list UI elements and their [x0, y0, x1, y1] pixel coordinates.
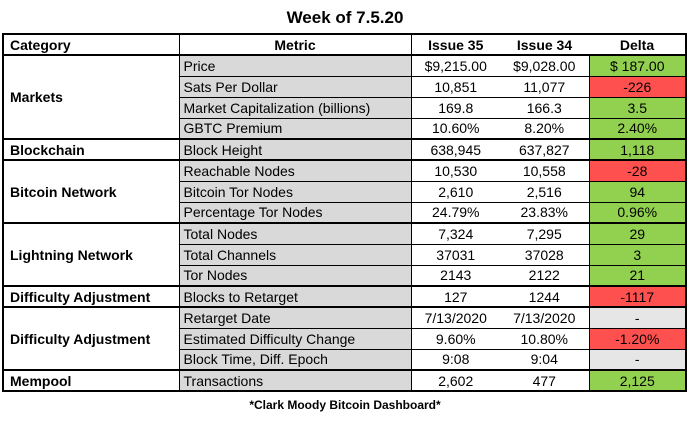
table-row: Bitcoin Network Reachable Nodes 10,530 1… [3, 160, 686, 224]
metric-cell: Reachable Nodes [179, 160, 412, 182]
delta-cell: - [588, 349, 686, 371]
issue34-cell: 10,558 [500, 160, 589, 182]
issue34-cell: 7,295 [500, 223, 589, 245]
metric-cell: Blocks to Retarget [179, 286, 412, 308]
table-row: Percentage Tor Nodes 24.79% 23.83% 0.96% [3, 202, 686, 224]
table-row: Tor Nodes 2143 2122 21 [3, 265, 686, 287]
metric-cell: Total Nodes [179, 223, 412, 245]
issue34-cell: 2,516 [500, 181, 589, 203]
issue35-cell: 10,530 [411, 160, 500, 182]
metric-cell: Block Time, Diff. Epoch [179, 349, 412, 371]
column-header-issue34: Issue 34 [500, 34, 589, 56]
table-row: Difficulty Adjustment Blocks to Retarget… [3, 286, 686, 308]
table-row: Blockchain Block Height 638,945 637,827 … [3, 139, 686, 161]
table-row: Mempool Transactions 2,602 477 2,125 [3, 370, 686, 392]
issue35-cell: 7/13/2020 [411, 307, 500, 329]
metric-cell: Price [179, 55, 412, 77]
delta-cell: 29 [588, 223, 686, 245]
table-row: Block Time, Diff. Epoch 9:08 9:04 - [3, 349, 686, 371]
issue34-cell: 9:04 [500, 349, 589, 371]
issue35-cell: 10,851 [411, 76, 500, 98]
category-cell-blockchain: Blockchain [3, 139, 180, 161]
delta-cell: 0.96% [588, 202, 686, 224]
issue35-cell: 10.60% [411, 118, 500, 140]
issue34-cell: 8.20% [500, 118, 589, 140]
issue34-cell: 11,077 [500, 76, 589, 98]
delta-cell: $ 187.00 [588, 55, 686, 77]
metric-cell: Market Capitalization (billions) [179, 97, 412, 119]
table-row: Lightning Network Total Nodes 7,324 7,29… [3, 223, 686, 287]
delta-cell: 1,118 [588, 139, 686, 161]
column-header-delta: Delta [589, 34, 686, 56]
delta-cell: 2.40% [588, 118, 686, 140]
table-row: Difficulty Adjustment Retarget Date 7/13… [3, 307, 686, 371]
issue34-cell: 7/13/2020 [500, 307, 589, 329]
metric-cell: Total Channels [179, 244, 412, 266]
delta-cell: 3 [588, 244, 686, 266]
issue34-cell: 23.83% [500, 202, 589, 224]
table-row: Market Capitalization (billions) 169.8 1… [3, 97, 686, 119]
delta-cell: 3.5 [588, 97, 686, 119]
metric-cell: Bitcoin Tor Nodes [179, 181, 412, 203]
issue35-cell: 638,945 [411, 139, 500, 161]
issue35-cell: 9:08 [411, 349, 500, 371]
issue34-cell: 1244 [500, 286, 589, 308]
delta-cell: -1117 [588, 286, 686, 308]
delta-cell: 94 [588, 181, 686, 203]
source-attribution: *Clark Moody Bitcoin Dashboard* [249, 398, 441, 412]
category-cell-mempool: Mempool [3, 370, 180, 392]
table-row: Total Channels 37031 37028 3 [3, 244, 686, 266]
issue35-cell: 169.8 [411, 97, 500, 119]
issue34-cell: $9,028.00 [500, 55, 589, 77]
metric-cell: GBTC Premium [179, 118, 412, 140]
issue34-cell: 166.3 [500, 97, 589, 119]
issue35-cell: 127 [411, 286, 500, 308]
header-row: Category Metric Issue 35 Issue 34 Delta [3, 34, 686, 56]
issue35-cell: 2,602 [411, 370, 500, 392]
category-cell-bitcoin-network: Bitcoin Network [3, 160, 180, 224]
metric-cell: Block Height [179, 139, 412, 161]
column-header-issue35: Issue 35 [411, 34, 500, 56]
issue35-cell: $9,215.00 [411, 55, 500, 77]
category-cell-difficulty-adjustment-1: Difficulty Adjustment [3, 286, 180, 308]
page-title: Week of 7.5.20 [286, 8, 404, 27]
metric-cell: Tor Nodes [179, 265, 412, 287]
metric-cell: Percentage Tor Nodes [179, 202, 412, 224]
table-row: Markets Price $9,215.00 $9,028.00 $ 187.… [3, 55, 686, 140]
issue35-cell: 2143 [411, 265, 500, 287]
issue34-cell: 37028 [500, 244, 589, 266]
issue34-cell: 2122 [500, 265, 589, 287]
table-row: Bitcoin Tor Nodes 2,610 2,516 94 [3, 181, 686, 203]
delta-cell: - [588, 307, 686, 329]
metric-cell: Transactions [179, 370, 412, 392]
table-row: GBTC Premium 10.60% 8.20% 2.40% [3, 118, 686, 140]
table-row: Estimated Difficulty Change 9.60% 10.80%… [3, 328, 686, 350]
delta-cell: -28 [588, 160, 686, 182]
issue34-cell: 637,827 [500, 139, 589, 161]
issue35-cell: 7,324 [411, 223, 500, 245]
category-cell-difficulty-adjustment-2: Difficulty Adjustment [3, 307, 180, 371]
metric-cell: Retarget Date [179, 307, 412, 329]
column-header-metric: Metric [179, 34, 412, 56]
metric-cell: Estimated Difficulty Change [179, 328, 412, 350]
table-row: Sats Per Dollar 10,851 11,077 -226 [3, 76, 686, 98]
metrics-table: Category Metric Issue 35 Issue 34 Delta … [2, 33, 687, 392]
issue34-cell: 477 [500, 370, 589, 392]
category-cell-lightning-network: Lightning Network [3, 223, 180, 287]
issue35-cell: 9.60% [411, 328, 500, 350]
category-cell-markets: Markets [3, 55, 180, 140]
issue34-cell: 10.80% [500, 328, 589, 350]
issue35-cell: 24.79% [411, 202, 500, 224]
delta-cell: -1.20% [588, 328, 686, 350]
delta-cell: -226 [588, 76, 686, 98]
metric-cell: Sats Per Dollar [179, 76, 412, 98]
delta-cell: 2,125 [588, 370, 686, 392]
column-header-category: Category [3, 34, 180, 56]
delta-cell: 21 [588, 265, 686, 287]
issue35-cell: 37031 [411, 244, 500, 266]
issue35-cell: 2,610 [411, 181, 500, 203]
